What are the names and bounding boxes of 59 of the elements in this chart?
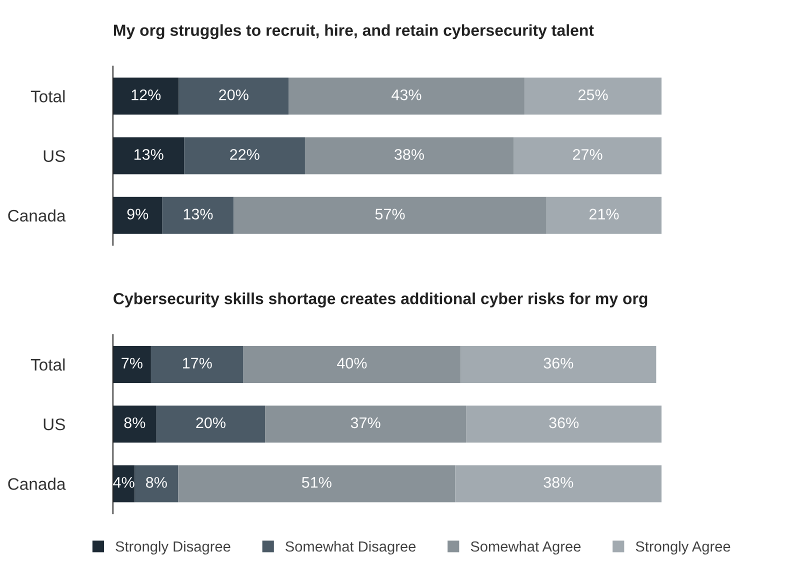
bar bbox=[265, 406, 466, 443]
data-label: 37% bbox=[350, 417, 380, 428]
data-label: 38% bbox=[544, 477, 574, 488]
y-tick-label: Total bbox=[30, 358, 65, 371]
data-label: 20% bbox=[196, 417, 226, 428]
data-label: 38% bbox=[394, 149, 424, 160]
data-label: 36% bbox=[549, 417, 579, 428]
data-label: 25% bbox=[578, 89, 608, 100]
bar bbox=[134, 465, 178, 502]
bar bbox=[234, 196, 546, 234]
data-label: 27% bbox=[573, 149, 602, 160]
data-label: 20% bbox=[219, 89, 248, 100]
data-label: 12% bbox=[132, 89, 161, 100]
data-label: 57% bbox=[375, 208, 405, 220]
bar bbox=[304, 137, 514, 174]
bar bbox=[112, 406, 156, 443]
bar bbox=[513, 137, 662, 174]
y-tick-label: Canada bbox=[8, 209, 66, 222]
legend-label: Somewhat Agree bbox=[470, 540, 581, 555]
bar bbox=[184, 137, 305, 174]
bar bbox=[156, 406, 266, 443]
legend-label: Somewhat Disagree bbox=[286, 540, 416, 555]
data-label: 4% bbox=[113, 477, 134, 488]
y-tick-label: Total bbox=[30, 90, 65, 102]
data-label: 36% bbox=[544, 358, 574, 369]
y-tick-label: US bbox=[44, 418, 65, 430]
bar bbox=[466, 406, 662, 443]
data-label: 7% bbox=[122, 358, 142, 369]
y-tick-label: Canada bbox=[8, 478, 66, 490]
legend-label: Strongly Agree bbox=[636, 540, 730, 555]
data-label: 9% bbox=[127, 208, 148, 220]
bar bbox=[112, 346, 151, 383]
bar bbox=[455, 465, 662, 502]
bar bbox=[112, 196, 162, 234]
data-label: 43% bbox=[392, 89, 422, 100]
chart-title: My org struggles to recruit, hire, and retain cybersecurity talent bbox=[114, 24, 594, 40]
data-label: 8% bbox=[124, 417, 146, 428]
bar bbox=[178, 78, 289, 115]
bar bbox=[162, 196, 234, 234]
data-label: 13% bbox=[134, 149, 164, 160]
bar bbox=[243, 346, 461, 383]
data-label: 21% bbox=[589, 208, 619, 220]
bar bbox=[460, 346, 656, 383]
bar bbox=[150, 346, 244, 383]
bar bbox=[112, 137, 184, 174]
y-tick-label: US bbox=[44, 150, 65, 162]
bar bbox=[112, 78, 179, 115]
bar bbox=[178, 465, 456, 502]
data-label: 17% bbox=[183, 358, 212, 369]
data-label: 51% bbox=[302, 477, 332, 488]
data-label: 8% bbox=[146, 477, 167, 488]
data-label: 40% bbox=[337, 358, 367, 369]
bar bbox=[524, 78, 662, 115]
data-label: 13% bbox=[184, 208, 213, 220]
chart-title: Cybersecurity skills shortage creates additional cyber risks for my org bbox=[114, 292, 648, 308]
data-label: 22% bbox=[230, 149, 260, 160]
legend-label: Strongly Disagree bbox=[116, 540, 230, 555]
bar bbox=[288, 78, 524, 115]
bar bbox=[546, 196, 662, 234]
